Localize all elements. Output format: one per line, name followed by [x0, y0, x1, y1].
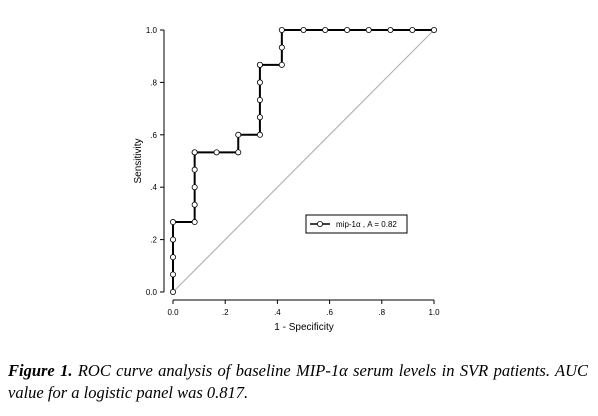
roc-point — [387, 26, 394, 33]
y-tick-label: .4 — [150, 183, 157, 192]
x-tick-label: 0.0 — [167, 308, 179, 317]
x-tick-label: .2 — [222, 308, 229, 317]
x-tick-label: .4 — [274, 308, 281, 317]
roc-point — [169, 236, 176, 243]
x-tick-label: .6 — [326, 308, 333, 317]
y-tick-label: 1.0 — [146, 26, 158, 35]
y-tick-label: .6 — [150, 131, 157, 140]
roc-point — [191, 219, 198, 226]
y-axis-label: Sensitivity — [133, 138, 144, 183]
reference-line — [172, 29, 435, 293]
roc-point — [169, 271, 176, 278]
diagonal-reference-line — [172, 29, 435, 293]
axes: 0.0 .2 .4 .6 .8 1.0 0.0 .2 .4 .6 .8 1.0 — [146, 26, 440, 317]
roc-point — [256, 131, 263, 138]
roc-point — [169, 254, 176, 261]
caption-text: ROC curve analysis of baseline MIP-1α se… — [8, 361, 589, 402]
roc-chart: 0.0 .2 .4 .6 .8 1.0 0.0 .2 .4 .6 .8 1.0 mip-1α , A … — [133, 26, 440, 333]
roc-point — [235, 131, 242, 138]
roc-point — [278, 44, 285, 51]
x-axis-label: 1 - Specificity — [274, 322, 333, 333]
x-tick-label: 1.0 — [428, 308, 440, 317]
roc-point — [169, 288, 176, 295]
roc-point — [191, 184, 198, 191]
roc-point — [213, 149, 220, 156]
roc-point — [256, 114, 263, 121]
roc-point — [256, 79, 263, 86]
roc-point — [191, 201, 198, 208]
roc-point — [256, 96, 263, 103]
legend-label: mip-1α , A = 0.82 — [336, 220, 397, 229]
roc-point — [430, 26, 437, 33]
roc-curve — [172, 29, 434, 292]
roc-point — [365, 26, 372, 33]
roc-point — [278, 61, 285, 68]
legend-box — [305, 214, 408, 234]
roc-point — [256, 61, 263, 68]
roc-point — [300, 26, 307, 33]
x-tick-label: .8 — [378, 308, 385, 317]
roc-points — [169, 26, 437, 295]
roc-point — [409, 26, 416, 33]
roc-point — [344, 26, 351, 33]
y-tick-label: .2 — [150, 236, 157, 245]
y-tick-label: 0.0 — [146, 288, 158, 297]
legend-marker — [316, 220, 323, 227]
legend: mip-1α , A = 0.82 — [305, 214, 408, 234]
roc-point — [278, 26, 285, 33]
figure-caption: Figure 1. ROC curve analysis of baseline… — [8, 360, 588, 404]
y-tick-label: .8 — [150, 78, 157, 87]
roc-point — [322, 26, 329, 33]
roc-point — [169, 219, 176, 226]
roc-line — [172, 29, 434, 292]
roc-point — [235, 149, 242, 156]
roc-point — [191, 149, 198, 156]
roc-point — [191, 166, 198, 173]
caption-label: Figure 1. — [8, 361, 73, 380]
